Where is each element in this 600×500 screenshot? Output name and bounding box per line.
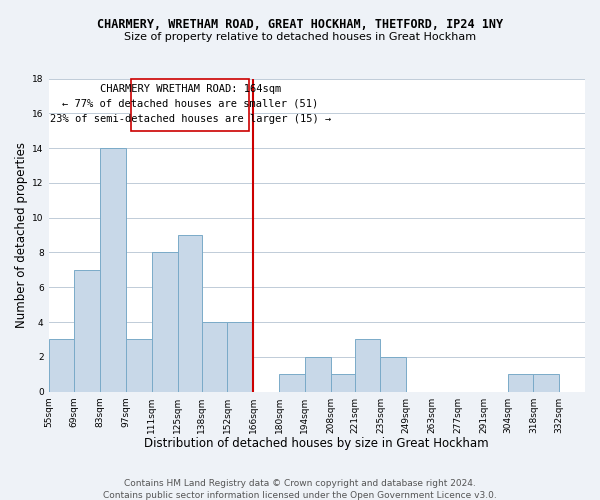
Bar [152,252,178,392]
X-axis label: Distribution of detached houses by size in Great Hockham: Distribution of detached houses by size … [145,437,489,450]
Bar [355,340,380,392]
Text: Contains public sector information licensed under the Open Government Licence v3: Contains public sector information licen… [103,491,497,500]
Bar [178,235,202,392]
Bar [126,340,152,392]
Y-axis label: Number of detached properties: Number of detached properties [15,142,28,328]
Bar [202,322,227,392]
Bar [74,270,100,392]
Bar [305,357,331,392]
Text: CHARMERY, WRETHAM ROAD, GREAT HOCKHAM, THETFORD, IP24 1NY: CHARMERY, WRETHAM ROAD, GREAT HOCKHAM, T… [97,18,503,30]
Bar [533,374,559,392]
Bar [380,357,406,392]
Bar [100,148,126,392]
Text: Contains HM Land Registry data © Crown copyright and database right 2024.: Contains HM Land Registry data © Crown c… [124,479,476,488]
Text: 23% of semi-detached houses are larger (15) →: 23% of semi-detached houses are larger (… [50,114,331,124]
Bar [508,374,533,392]
Text: Size of property relative to detached houses in Great Hockham: Size of property relative to detached ho… [124,32,476,42]
Bar [331,374,355,392]
Bar [227,322,253,392]
Bar [49,340,74,392]
Text: ← 77% of detached houses are smaller (51): ← 77% of detached houses are smaller (51… [62,98,319,108]
FancyBboxPatch shape [131,78,250,130]
Text: CHARMERY WRETHAM ROAD: 164sqm: CHARMERY WRETHAM ROAD: 164sqm [100,84,281,94]
Bar [279,374,305,392]
